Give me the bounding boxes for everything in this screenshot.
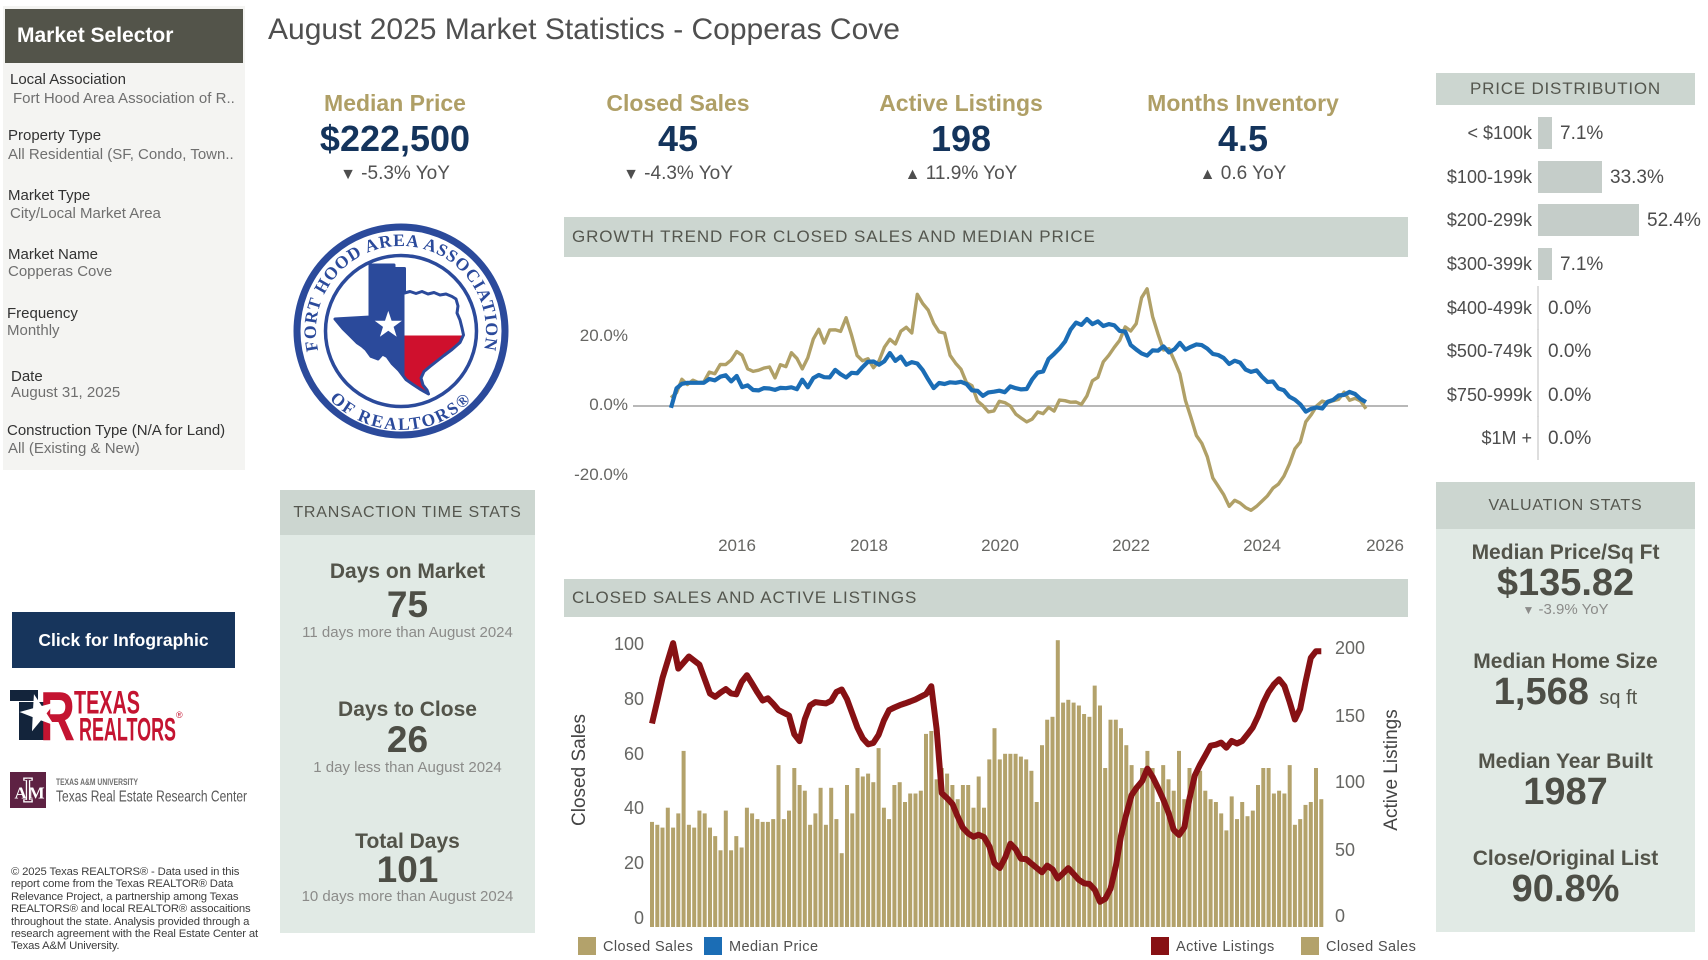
svg-text:2024: 2024 [1243, 536, 1281, 555]
svg-text:Closed Sales: Closed Sales [603, 939, 693, 955]
svg-text:REALTORS: REALTORS [79, 712, 176, 748]
svg-text:7.1%: 7.1% [1560, 123, 1603, 144]
svg-text:80: 80 [624, 689, 644, 709]
svg-text:TEXAS A&M UNIVERSITY: TEXAS A&M UNIVERSITY [56, 777, 138, 788]
svg-text:0.0%: 0.0% [1548, 385, 1591, 406]
svg-text:200: 200 [1335, 638, 1365, 658]
svg-text:20: 20 [624, 853, 644, 873]
svg-text:40: 40 [624, 798, 644, 818]
svg-text:7.1%: 7.1% [1560, 254, 1603, 275]
svg-text:< $100k: < $100k [1467, 123, 1533, 143]
svg-text:0: 0 [1335, 906, 1345, 926]
svg-text:20.0%: 20.0% [580, 326, 628, 345]
svg-text:100: 100 [1335, 772, 1365, 792]
svg-text:®: ® [176, 710, 183, 720]
svg-text:Texas Real Estate Research Cen: Texas Real Estate Research Center [56, 789, 248, 806]
svg-text:2018: 2018 [850, 536, 888, 555]
svg-text:Median Price: Median Price [729, 939, 818, 955]
svg-text:0.0%: 0.0% [589, 395, 628, 414]
svg-text:Closed Sales: Closed Sales [1326, 939, 1416, 955]
svg-text:$750-999k: $750-999k [1447, 385, 1533, 405]
svg-text:0: 0 [634, 908, 644, 928]
svg-text:100: 100 [614, 634, 644, 654]
svg-text:2016: 2016 [718, 536, 756, 555]
svg-text:Active Listings: Active Listings [1176, 939, 1275, 955]
svg-text:Active Listings: Active Listings [1381, 709, 1402, 830]
svg-text:150: 150 [1335, 706, 1365, 726]
svg-text:33.3%: 33.3% [1610, 167, 1664, 188]
svg-text:$300-399k: $300-399k [1447, 254, 1533, 274]
svg-text:$100-199k: $100-199k [1447, 167, 1533, 187]
svg-text:$200-299k: $200-299k [1447, 210, 1533, 230]
svg-text:$400-499k: $400-499k [1447, 298, 1533, 318]
svg-text:$500-749k: $500-749k [1447, 341, 1533, 361]
svg-text:M: M [29, 784, 45, 803]
svg-text:0.0%: 0.0% [1548, 428, 1591, 449]
svg-text:Closed Sales: Closed Sales [569, 714, 590, 826]
svg-text:52.4%: 52.4% [1647, 210, 1701, 231]
svg-text:2022: 2022 [1112, 536, 1150, 555]
svg-text:0.0%: 0.0% [1548, 298, 1591, 319]
svg-text:2026: 2026 [1366, 536, 1404, 555]
svg-text:TEXAS: TEXAS [74, 685, 140, 721]
svg-text:0.0%: 0.0% [1548, 341, 1591, 362]
svg-text:$1M +: $1M + [1481, 428, 1532, 448]
svg-text:2020: 2020 [981, 536, 1019, 555]
svg-text:A: A [15, 784, 28, 803]
svg-text:-20.0%: -20.0% [574, 465, 628, 484]
svg-text:50: 50 [1335, 840, 1355, 860]
svg-text:60: 60 [624, 744, 644, 764]
